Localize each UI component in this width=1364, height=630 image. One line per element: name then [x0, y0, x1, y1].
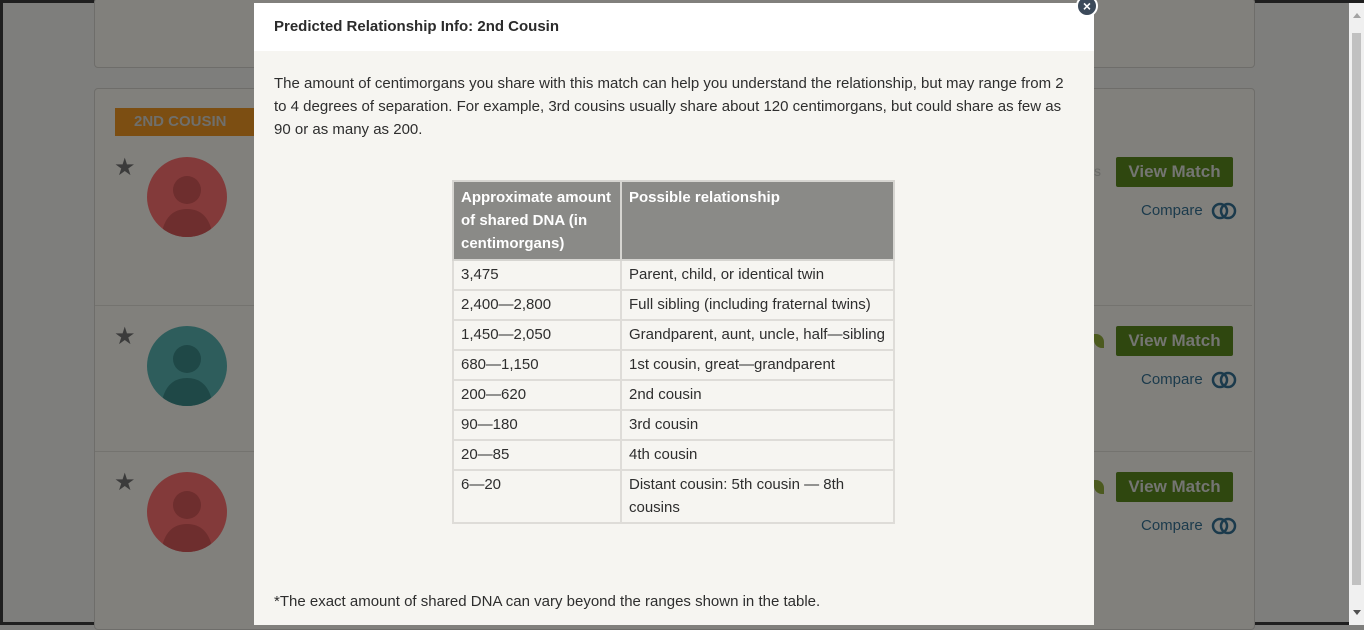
- avatar: [147, 472, 227, 552]
- table-cell: 90—180: [452, 409, 622, 441]
- scroll-down-arrow-icon[interactable]: [1353, 610, 1361, 615]
- table-row: 2,400—2,800 Full sibling (including frate…: [452, 289, 895, 321]
- view-match-button[interactable]: View Match: [1116, 326, 1233, 356]
- compare-link[interactable]: Compare: [1141, 202, 1237, 220]
- table-cell: Grandparent, aunt, uncle, half—sibling: [620, 319, 895, 351]
- modal-intro-text: The amount of centimorgans you share wit…: [274, 75, 1064, 138]
- table-cell: 1st cousin, great—grandparent: [620, 349, 895, 381]
- column-header-relationship: Possible relationship: [620, 180, 895, 261]
- view-match-button[interactable]: View Match: [1116, 472, 1233, 502]
- table-header-row: Approximate amount of shared DNA (in cen…: [452, 180, 895, 261]
- table-cell: 200—620: [452, 379, 622, 411]
- obscured-text: s: [1094, 163, 1101, 179]
- modal-title: Predicted Relationship Info: 2nd Cousin: [274, 18, 560, 35]
- star-icon[interactable]: ★: [114, 323, 136, 350]
- relationship-badge: 2ND COUSIN: [115, 108, 255, 136]
- table-cell: 1,450—2,050: [452, 319, 622, 351]
- table-row: 3,475 Parent, child, or identical twin: [452, 259, 895, 291]
- table-cell: 3rd cousin: [620, 409, 895, 441]
- table-cell: Distant cousin: 5th cousin — 8th cousins: [620, 469, 895, 524]
- table-row: 6—20 Distant cousin: 5th cousin — 8th cou…: [452, 469, 895, 524]
- compare-label: Compare: [1141, 202, 1203, 219]
- compare-link[interactable]: Compare: [1141, 371, 1237, 389]
- table-row: 90—180 3rd cousin: [452, 409, 895, 441]
- table-row: 200—620 2nd cousin: [452, 379, 895, 411]
- modal-footnote: *The exact amount of shared DNA can vary…: [274, 593, 821, 610]
- table-cell: 2nd cousin: [620, 379, 895, 411]
- scrollbar-thumb[interactable]: [1352, 33, 1361, 585]
- avatar: [147, 326, 227, 406]
- compare-rings-icon: [1211, 517, 1237, 535]
- compare-link[interactable]: Compare: [1141, 517, 1237, 535]
- person-silhouette-icon: [161, 345, 213, 406]
- table-row: 680—1,150 1st cousin, great—grandparent: [452, 349, 895, 381]
- page-scrollbar[interactable]: [1349, 3, 1364, 625]
- leaf-hint-icon: [1094, 334, 1104, 348]
- scroll-up-arrow-icon[interactable]: [1353, 13, 1361, 18]
- table-row: 1,450—2,050 Grandparent, aunt, uncle, hal…: [452, 319, 895, 351]
- table-cell: 2,400—2,800: [452, 289, 622, 321]
- table-cell: Parent, child, or identical twin: [620, 259, 895, 291]
- compare-rings-icon: [1211, 202, 1237, 220]
- column-header-shared-dna: Approximate amount of shared DNA (in cen…: [452, 180, 622, 261]
- leaf-hint-icon: [1094, 480, 1104, 494]
- table-cell: 680—1,150: [452, 349, 622, 381]
- table-cell: 20—85: [452, 439, 622, 471]
- view-match-button[interactable]: View Match: [1116, 157, 1233, 187]
- table-cell: 4th cousin: [620, 439, 895, 471]
- person-silhouette-icon: [161, 176, 213, 237]
- table-row: 20—85 4th cousin: [452, 439, 895, 471]
- table-cell: Full sibling (including fraternal twins): [620, 289, 895, 321]
- compare-rings-icon: [1211, 371, 1237, 389]
- avatar: [147, 157, 227, 237]
- compare-label: Compare: [1141, 517, 1203, 534]
- star-icon[interactable]: ★: [114, 469, 136, 496]
- relationship-table: Approximate amount of shared DNA (in cen…: [452, 180, 895, 524]
- close-icon[interactable]: ×: [1076, 0, 1098, 17]
- table-cell: 3,475: [452, 259, 622, 291]
- relationship-info-modal: Predicted Relationship Info: 2nd Cousin …: [254, 0, 1098, 625]
- compare-label: Compare: [1141, 371, 1203, 388]
- modal-header: Predicted Relationship Info: 2nd Cousin: [254, 3, 1094, 51]
- table-cell: 6—20: [452, 469, 622, 524]
- star-icon[interactable]: ★: [114, 154, 136, 181]
- person-silhouette-icon: [161, 491, 213, 552]
